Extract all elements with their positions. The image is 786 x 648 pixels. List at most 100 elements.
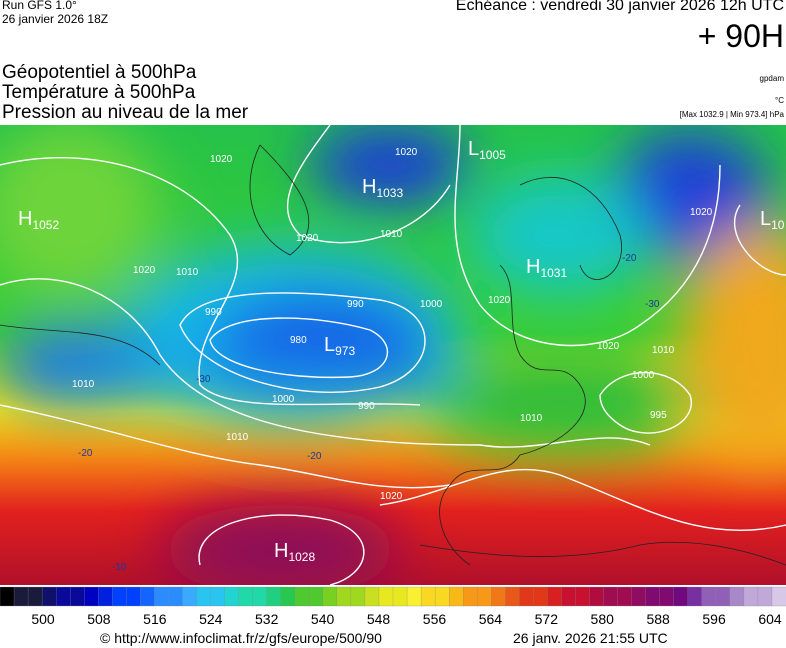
- isobar-label: 1020: [380, 491, 403, 502]
- lead-time: + 90H: [697, 18, 784, 54]
- center-letter: L: [324, 334, 335, 356]
- colorbar-cell: [140, 586, 156, 607]
- center-letter: H: [18, 208, 32, 230]
- colorbar-cell: [448, 586, 464, 607]
- colorbar-cell: [13, 586, 29, 607]
- pressure-center: H1052: [18, 208, 59, 232]
- pressure-center: L10: [760, 208, 785, 232]
- pressure-center: H1033: [362, 176, 403, 200]
- center-letter: H: [274, 540, 288, 562]
- center-value: 973: [335, 344, 355, 358]
- colorbar-cell: [168, 586, 184, 607]
- issue-time: 26 janv. 2026 21:55 UTC: [513, 630, 668, 646]
- colorbar-cell: [463, 586, 478, 607]
- isobar-label: 990: [358, 401, 375, 412]
- colorbar-cell: [701, 586, 717, 607]
- center-value: 1028: [288, 550, 315, 564]
- isobar-label: 995: [650, 410, 667, 421]
- center-letter: H: [526, 256, 540, 278]
- colorbar-cell: [757, 586, 773, 607]
- colorbar-cell: [477, 586, 492, 607]
- colorbar-cell: [41, 586, 57, 607]
- colorbar-cell: [0, 586, 15, 607]
- colorbar-cell: [505, 586, 520, 607]
- isobar-label: 1010: [72, 379, 95, 390]
- colorbar-cell: [533, 586, 549, 607]
- isobar-label: 990: [347, 299, 364, 310]
- colorbar-tick-label: 508: [87, 611, 111, 627]
- colorbar-cell: [238, 586, 254, 607]
- run-label: Run GFS 1.0°: [2, 0, 77, 12]
- center-value: 1005: [479, 148, 506, 162]
- isobar-label: 1010: [652, 345, 675, 356]
- isobar-label: 1010: [176, 267, 199, 278]
- colorbar-cell: [182, 586, 198, 607]
- colorbar-tick-label: 596: [702, 611, 726, 627]
- temperature-label: -10: [112, 562, 127, 573]
- pressure-center: H1028: [274, 540, 315, 564]
- field-title: Pression au niveau de la mer: [2, 102, 249, 123]
- isobar-label: 1010: [520, 413, 543, 424]
- colorbar-tick-label: 580: [591, 611, 615, 627]
- colorbar-cell: [631, 586, 647, 607]
- temperature-label: -20: [307, 451, 322, 462]
- field-title: Température à 500hPa: [2, 82, 196, 103]
- isobar-label: 1020: [690, 207, 713, 218]
- colorbar-cell: [112, 586, 127, 607]
- colorbar-tick-label: 532: [255, 611, 279, 627]
- colorbar-cell: [378, 586, 394, 607]
- colorbar-cell: [519, 586, 535, 607]
- colorbar-cell: [743, 586, 759, 607]
- colorbar-cell: [406, 586, 422, 607]
- colorbar-tick-label: 556: [423, 611, 447, 627]
- field-title: Géopotentiel à 500hPa: [2, 62, 197, 83]
- temperature-label: -20: [622, 253, 637, 264]
- colorbar-cell: [392, 586, 408, 607]
- colorbar-cell: [364, 586, 380, 607]
- valid-time: Echéance : vendredi 30 janvier 2026 12h …: [455, 0, 784, 14]
- colorbar-cell: [196, 586, 212, 607]
- isobar-label: 1020: [296, 233, 319, 244]
- colorbar-tick-label: 516: [143, 611, 167, 627]
- colorbar-cell: [617, 586, 633, 607]
- colorbar-cell: [308, 586, 324, 607]
- colorbar-cell: [434, 586, 450, 607]
- colorbar-tick-label: 564: [479, 611, 503, 627]
- colorbar-cell: [70, 586, 85, 607]
- colorbar-cell: [729, 586, 745, 607]
- colorbar-cell: [252, 586, 268, 607]
- colorbar-cell: [715, 586, 731, 607]
- run-date: 26 janvier 2026 18Z: [2, 12, 109, 26]
- isobar-label: 980: [290, 335, 307, 346]
- isobar-label: 990: [205, 307, 222, 318]
- colorbar-cell: [224, 586, 240, 607]
- center-letter: L: [468, 138, 479, 160]
- source-url: © http://www.infoclimat.fr/z/gfs/europe/…: [100, 630, 382, 646]
- colorbar-cell: [350, 586, 366, 607]
- center-value: 1031: [540, 266, 567, 280]
- colorbar-cell: [645, 586, 661, 607]
- center-value: 10: [771, 218, 785, 232]
- isobar-label: 1020: [488, 295, 511, 306]
- colorbar-cell: [547, 586, 563, 607]
- unit-label: °C: [775, 96, 784, 105]
- colorbar: 500 508 516 524 532 540 548 556 564 572 580 588 596 6…: [0, 586, 786, 627]
- pressure-center: L973: [324, 334, 355, 358]
- temperature-label: -30: [196, 374, 211, 385]
- colorbar-tick-label: 500: [31, 611, 55, 627]
- colorbar-cell: [266, 586, 282, 607]
- colorbar-tick-label: 524: [199, 611, 223, 627]
- colorbar-cell: [126, 586, 142, 607]
- colorbar-cell: [561, 586, 577, 607]
- temperature-field: [0, 125, 786, 585]
- colorbar-cell: [98, 586, 113, 607]
- colorbar-tick-label: 588: [646, 611, 670, 627]
- colorbar-cell: [659, 586, 675, 607]
- isobar-label: 1000: [632, 370, 655, 381]
- colorbar-cell: [687, 586, 703, 607]
- colorbar-cell: [27, 586, 43, 607]
- colorbar-cell: [154, 586, 170, 607]
- isobar-label: 1020: [133, 265, 156, 276]
- colorbar-cell: [55, 586, 71, 607]
